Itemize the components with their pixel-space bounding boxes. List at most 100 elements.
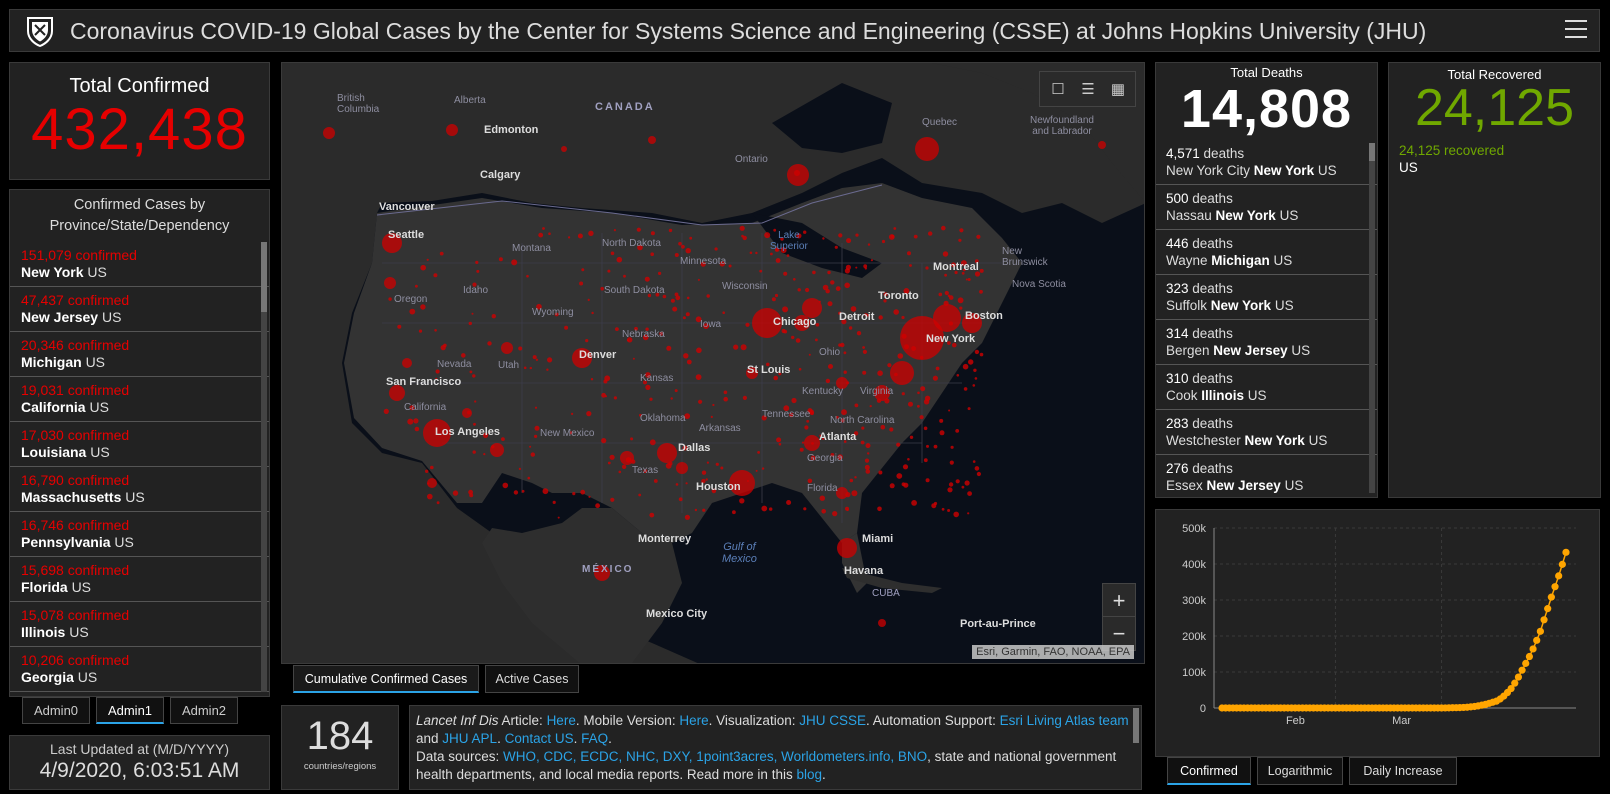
data-point	[1525, 652, 1534, 661]
recovered-count: 24,125 recovered	[1399, 143, 1505, 158]
case-dot	[865, 469, 871, 474]
faq-link[interactable]: FAQ	[581, 731, 609, 746]
y-tick-label: 200k	[1182, 631, 1206, 643]
confirmed-list-scroll-thumb[interactable]	[261, 242, 267, 312]
tab-active-cases[interactable]: Active Cases	[485, 665, 579, 693]
deaths-list-item[interactable]: 323 deaths Suffolk New York US	[1156, 275, 1377, 320]
confirmed-list[interactable]: 151,079 confirmed New York US 47,437 confi…	[10, 242, 269, 692]
case-dot	[962, 363, 969, 370]
confirmed-list-item[interactable]: 151,079 confirmed New York US	[10, 242, 269, 287]
zoom-out-button[interactable]: −	[1112, 621, 1126, 646]
tab-confirmed-chart[interactable]: Confirmed	[1167, 757, 1251, 785]
deaths-list-item[interactable]: 314 deaths Bergen New Jersey US	[1156, 320, 1377, 365]
tab-admin0[interactable]: Admin0	[22, 697, 90, 724]
deaths-list-item[interactable]: 283 deaths Westchester New York US	[1156, 410, 1377, 455]
case-dot	[840, 342, 845, 348]
case-dot	[719, 261, 725, 267]
confirmed-list-item[interactable]: 15,078 confirmed Illinois US	[10, 602, 269, 647]
confirmed-list-scrollbar[interactable]	[261, 242, 267, 692]
county-name: Nassau	[1166, 208, 1216, 223]
deaths-list[interactable]: 4,571 deaths New York City New York US 500…	[1156, 140, 1377, 497]
tab-cumulative-confirmed[interactable]: Cumulative Confirmed Cases	[293, 665, 479, 693]
confirmed-list-item[interactable]: 47,437 confirmed New Jersey US	[10, 287, 269, 332]
case-dot	[632, 357, 635, 360]
contact-link[interactable]: Contact US	[504, 731, 574, 746]
confirmed-list-item[interactable]: 16,746 confirmed Pennsylvania US	[10, 512, 269, 557]
data-point	[1518, 666, 1526, 674]
country-name: US	[77, 669, 98, 685]
deaths-scroll-thumb[interactable]	[1369, 143, 1375, 161]
deaths-list-item[interactable]: 310 deaths Cook Illinois US	[1156, 365, 1377, 410]
case-dot	[703, 323, 709, 329]
confirmed-list-item[interactable]: 17,030 confirmed Louisiana US	[10, 422, 269, 467]
basemap-gallery-icon[interactable]: ▦	[1110, 81, 1126, 98]
article-link[interactable]: Here	[546, 713, 576, 728]
blog-link[interactable]: blog	[796, 767, 822, 782]
case-dot	[925, 478, 930, 483]
mobile-version-link[interactable]: Here	[679, 713, 709, 728]
case-dot	[964, 480, 970, 486]
case-dot	[433, 273, 438, 278]
case-dot	[771, 297, 776, 302]
deaths-list-item[interactable]: 4,571 deaths New York City New York US	[1156, 140, 1377, 185]
state-name: New York	[21, 264, 84, 280]
case-dot	[782, 306, 789, 313]
tab-daily-increase-chart[interactable]: Daily Increase	[1349, 757, 1457, 785]
data-point	[1551, 583, 1559, 591]
case-dot	[974, 259, 979, 264]
case-dot	[696, 347, 702, 354]
case-dot	[695, 316, 702, 323]
case-dot	[979, 268, 984, 273]
case-dot	[844, 268, 851, 274]
state-name: Pennsylvania	[21, 534, 111, 550]
case-dot	[979, 352, 984, 357]
confirmed-list-item[interactable]: 19,031 confirmed California US	[10, 377, 269, 422]
case-dot	[806, 419, 810, 423]
y-tick-label: 400k	[1182, 559, 1206, 571]
confirmed-list-item[interactable]: 20,346 confirmed Michigan US	[10, 332, 269, 377]
case-dot	[681, 244, 685, 249]
case-dot	[821, 509, 826, 514]
data-point	[1544, 605, 1552, 613]
country-name: US	[1269, 253, 1293, 268]
case-dot	[841, 319, 847, 325]
case-dot	[780, 237, 784, 241]
bookmark-icon[interactable]: ☐	[1051, 81, 1065, 98]
case-dots	[383, 225, 984, 520]
case-dot	[700, 261, 706, 267]
data-sources-link[interactable]: WHO, CDC, ECDC, NHC, DXY, 1point3acres, …	[503, 749, 928, 764]
data-point	[1511, 679, 1519, 687]
confirmed-list-item[interactable]: 10,206 confirmed Georgia US	[10, 647, 269, 692]
total-confirmed-panel: Total Confirmed 432,438	[9, 62, 270, 180]
country-name: US	[125, 489, 145, 505]
zoom-in-button[interactable]: +	[1103, 584, 1135, 617]
deaths-list-item[interactable]: 446 deaths Wayne Michigan US	[1156, 230, 1377, 275]
case-dot	[944, 273, 947, 277]
list-icon[interactable]: ☰	[1081, 81, 1095, 98]
case-dot	[834, 245, 838, 249]
deaths-scrollbar[interactable]	[1369, 143, 1375, 493]
case-dot	[786, 254, 790, 257]
cases-chart[interactable]: 0 100k 200k 300k 400k 500k Feb Mar	[1156, 510, 1601, 758]
case-dot	[893, 309, 899, 315]
jhu-apl-link[interactable]: JHU APL	[442, 731, 498, 746]
recovered-list-item[interactable]: 24,125 recovered US	[1389, 138, 1600, 176]
tab-logarithmic-chart[interactable]: Logarithmic	[1257, 757, 1343, 785]
info-scroll-thumb[interactable]	[1133, 708, 1139, 743]
tab-admin1[interactable]: Admin1	[96, 697, 164, 724]
esri-team-link[interactable]: Esri Living Atlas team	[999, 713, 1129, 728]
deaths-list-item[interactable]: 500 deaths Nassau New York US	[1156, 185, 1377, 230]
jhu-csse-link[interactable]: JHU CSSE	[799, 713, 866, 728]
case-dot	[577, 233, 583, 239]
hamburger-menu-icon[interactable]	[1565, 20, 1587, 40]
cases-map[interactable]: British Columbia Alberta CANADA Quebec Ne…	[281, 62, 1145, 664]
case-dot	[846, 238, 852, 244]
tab-admin2[interactable]: Admin2	[170, 697, 238, 724]
confirmed-list-item[interactable]: 15,698 confirmed Florida US	[10, 557, 269, 602]
case-dot	[440, 345, 446, 351]
page-title: Coronavirus COVID-19 Global Cases by the…	[70, 18, 1427, 44]
case-dot	[770, 252, 773, 256]
confirmed-list-item[interactable]: 16,790 confirmed Massachusetts US	[10, 467, 269, 512]
deaths-list-item[interactable]: 276 deaths Essex New Jersey US	[1156, 455, 1377, 497]
case-dot	[435, 377, 438, 380]
